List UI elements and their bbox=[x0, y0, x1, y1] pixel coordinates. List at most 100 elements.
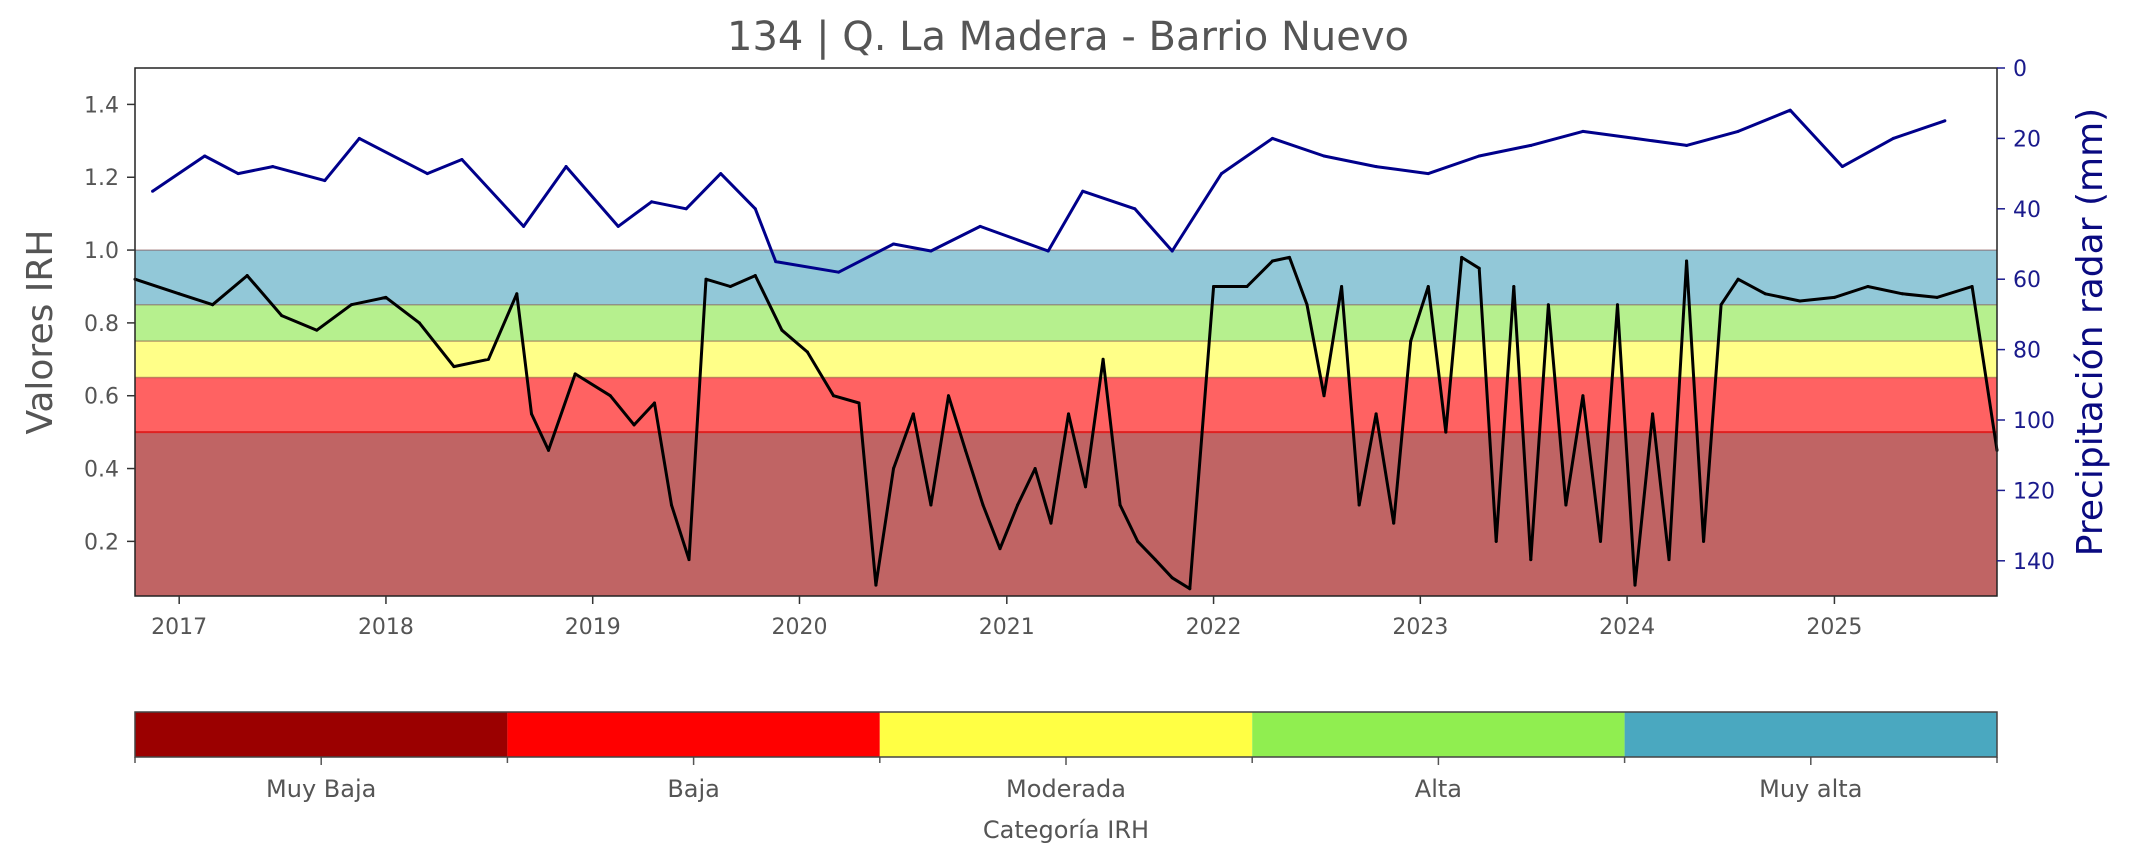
irh-line-point-41 bbox=[1118, 503, 1122, 507]
chart-title: 134 | Q. La Madera - Barrio Nuevo bbox=[727, 14, 1409, 60]
irh-line-point-57 bbox=[1426, 284, 1430, 288]
y-right-tick-label-120: 120 bbox=[2013, 479, 2055, 504]
precipitation-line-point-3 bbox=[271, 165, 275, 169]
irh-line-point-10 bbox=[486, 357, 490, 361]
irh-line-point-42 bbox=[1136, 539, 1140, 543]
irh-line-point-37 bbox=[1049, 521, 1053, 525]
x-tick-label-2018: 2018 bbox=[358, 615, 414, 640]
irh-line-point-70 bbox=[1651, 412, 1655, 416]
x-tick-label-2022: 2022 bbox=[1186, 615, 1242, 640]
irh-line-point-29 bbox=[911, 412, 915, 416]
irh-line-point-43 bbox=[1153, 558, 1157, 562]
irh-line-point-68 bbox=[1615, 303, 1619, 307]
irh-line-point-47 bbox=[1245, 284, 1249, 288]
irh-line-point-78 bbox=[1832, 295, 1836, 299]
irh-line-point-74 bbox=[1719, 303, 1723, 307]
irh-line-point-75 bbox=[1736, 277, 1740, 281]
y-right-tick-label-60: 60 bbox=[2013, 268, 2041, 293]
colorbar-label-2: Moderada bbox=[1006, 775, 1126, 803]
x-tick-label-2025: 2025 bbox=[1806, 615, 1862, 640]
y-right-tick-label-0: 0 bbox=[2013, 57, 2027, 82]
irh-line-point-6 bbox=[349, 303, 353, 307]
plot-frame bbox=[134, 67, 1998, 597]
irh-line-point-30 bbox=[929, 503, 933, 507]
irh-line bbox=[134, 255, 1999, 591]
irh-line-point-48 bbox=[1270, 259, 1274, 263]
precipitation-line-point-29 bbox=[1477, 154, 1481, 158]
irh-line-point-5 bbox=[315, 328, 319, 332]
irh-line-point-77 bbox=[1798, 299, 1802, 303]
precipitation-line-point-2 bbox=[236, 172, 240, 176]
irh-line-point-62 bbox=[1512, 284, 1516, 288]
precipitation-line-point-4 bbox=[323, 179, 327, 183]
irh-line-point-46 bbox=[1212, 284, 1216, 288]
precipitation-line-point-28 bbox=[1426, 172, 1430, 176]
colorbar-segment-4 bbox=[1624, 712, 1997, 757]
irh-line-point-20 bbox=[704, 277, 708, 281]
y-axis-title-right: Precipitación radar (mm) bbox=[2070, 108, 2111, 556]
precipitation-line-point-1 bbox=[203, 154, 207, 158]
precipitation-line-point-26 bbox=[1322, 154, 1326, 158]
irh-line-point-7 bbox=[384, 295, 388, 299]
precipitation-line-point-7 bbox=[460, 158, 464, 162]
irh-line-point-19 bbox=[687, 558, 691, 562]
precipitation-line-point-34 bbox=[1736, 129, 1740, 133]
precipitation-line-point-0 bbox=[151, 189, 155, 193]
irh-line-point-49 bbox=[1287, 255, 1291, 259]
precipitation-line-point-19 bbox=[978, 224, 982, 228]
colorbar-segment-2 bbox=[879, 712, 1253, 757]
irh-line-point-4 bbox=[280, 314, 284, 318]
irh-line-point-79 bbox=[1866, 284, 1870, 288]
irh-line-point-3 bbox=[245, 274, 249, 278]
precipitation-line-point-10 bbox=[616, 224, 620, 228]
irh-line-point-82 bbox=[1970, 284, 1974, 288]
irh-line-point-27 bbox=[874, 583, 878, 587]
irh-line-point-72 bbox=[1685, 259, 1689, 263]
irh-line-point-73 bbox=[1702, 539, 1706, 543]
y-right-tick-label-20: 20 bbox=[2013, 127, 2041, 152]
y-right-tick-label-100: 100 bbox=[2013, 409, 2055, 434]
precipitation-line-point-27 bbox=[1374, 165, 1378, 169]
irh-line-point-61 bbox=[1494, 539, 1498, 543]
irh-line-point-35 bbox=[1016, 503, 1020, 507]
y-tick-label-0.6: 0.6 bbox=[84, 385, 119, 410]
irh-line-point-17 bbox=[652, 401, 656, 405]
colorbar-segment-1 bbox=[507, 712, 880, 757]
y-tick-label-0.8: 0.8 bbox=[84, 312, 119, 337]
precipitation-line-point-22 bbox=[1133, 207, 1137, 211]
colorbar-label-4: Muy alta bbox=[1759, 775, 1862, 803]
irh-line-point-56 bbox=[1409, 339, 1413, 343]
precipitation-line-point-36 bbox=[1840, 165, 1844, 169]
y-axis-right: 0 20 40 60 80 100 120 140 bbox=[1997, 57, 2055, 575]
irh-line-point-26 bbox=[857, 401, 861, 405]
precipitation-line-point-9 bbox=[564, 165, 568, 169]
irh-line-point-33 bbox=[981, 503, 985, 507]
irh-line-point-9 bbox=[452, 365, 456, 369]
y-tick-label-0.2: 0.2 bbox=[84, 530, 119, 555]
x-tick-label-2021: 2021 bbox=[979, 615, 1035, 640]
precipitation-line-point-14 bbox=[753, 207, 757, 211]
precipitation-series bbox=[151, 108, 1947, 274]
colorbar-frame bbox=[134, 711, 1998, 758]
precipitation-line-point-6 bbox=[425, 172, 429, 176]
precipitation-line-point-13 bbox=[719, 172, 723, 176]
precipitation-line-point-18 bbox=[929, 249, 933, 253]
y-axis-title-left: Valores IRH bbox=[20, 230, 61, 435]
precipitation-line-point-8 bbox=[522, 224, 526, 228]
irh-line-point-45 bbox=[1188, 587, 1192, 591]
irh-line-point-34 bbox=[998, 547, 1002, 551]
irh-line-point-23 bbox=[780, 328, 784, 332]
irh-line-point-14 bbox=[573, 372, 577, 376]
precipitation-line-point-32 bbox=[1633, 136, 1637, 140]
irh-line-point-59 bbox=[1460, 255, 1464, 259]
irh-line-point-54 bbox=[1374, 412, 1378, 416]
precipitation-line-point-30 bbox=[1529, 143, 1533, 147]
x-tick-label-2020: 2020 bbox=[771, 615, 827, 640]
x-tick-label-2017: 2017 bbox=[151, 615, 207, 640]
precipitation-line-point-25 bbox=[1270, 136, 1274, 140]
irh-line-point-64 bbox=[1546, 303, 1550, 307]
precipitation-line-point-16 bbox=[837, 270, 841, 274]
precipitation-line-point-31 bbox=[1581, 129, 1585, 133]
